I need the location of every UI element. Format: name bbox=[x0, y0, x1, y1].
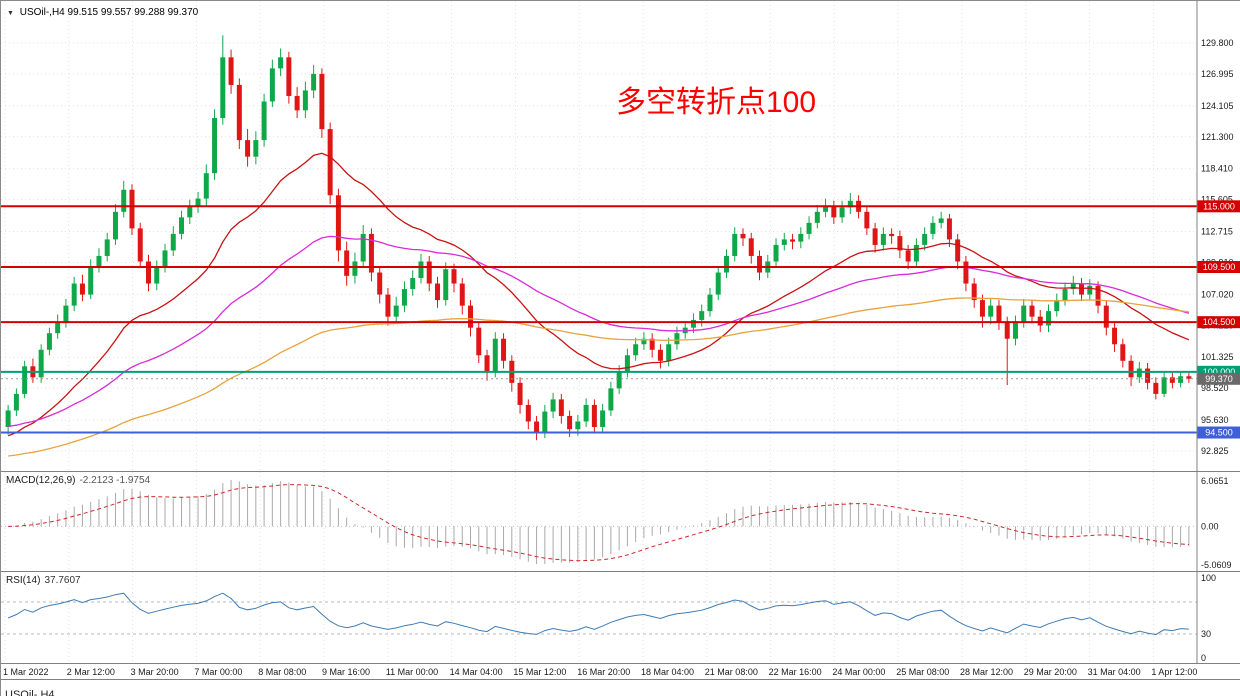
bottom-bar[interactable]: USOil-,H4 bbox=[1, 679, 1240, 696]
macd-histogram bbox=[15, 480, 1190, 564]
time-axis[interactable]: 1 Mar 2022 2 Mar 12:00 3 Mar 20:00 7 Mar 00… bbox=[1, 663, 1240, 679]
ma-medium-line bbox=[8, 235, 1190, 428]
macd-values: -2.2123 -1.9754 bbox=[79, 475, 151, 486]
macd-indicator-label: MACD(12,26,9) bbox=[6, 475, 76, 486]
price-tick-label: 126.995 bbox=[1201, 69, 1234, 79]
main-grid bbox=[1, 1, 1197, 471]
price-tick-label: 129.800 bbox=[1201, 38, 1234, 48]
time-label: 1 Mar 2022 bbox=[3, 667, 49, 677]
svg-text:100.000: 100.000 bbox=[1203, 367, 1236, 377]
time-label: 11 Mar 00:00 bbox=[385, 667, 439, 677]
macd-label-row: MACD(12,26,9) -2.2123 -1.9754 bbox=[6, 475, 150, 486]
macd-signal-line bbox=[8, 484, 1189, 562]
time-label: 16 Mar 20:00 bbox=[577, 667, 631, 677]
price-tick-label: 112.715 bbox=[1201, 227, 1233, 237]
price-tick-label: 95.630 bbox=[1201, 415, 1229, 425]
price-tag: 99.370 bbox=[1197, 372, 1240, 385]
ma-fast-line bbox=[7, 152, 1190, 437]
price-chart-canvas[interactable]: 129.800 126.995 124.105 121.300 118.410 115.6… bbox=[1, 1, 1240, 471]
chart-dropdown-icon[interactable]: ▼ bbox=[7, 10, 14, 17]
rsi-tick-label: 30 bbox=[1201, 629, 1211, 639]
time-label: 24 Mar 00:00 bbox=[832, 667, 886, 677]
time-label: 22 Mar 16:00 bbox=[768, 667, 822, 677]
price-tag: 104.500 bbox=[1197, 316, 1240, 329]
time-label: 31 Mar 04:00 bbox=[1087, 667, 1141, 677]
rsi-indicator-label: RSI(14) bbox=[6, 575, 41, 586]
price-tick-label: 107.020 bbox=[1201, 289, 1234, 299]
price-tick-label: 115.605 bbox=[1201, 195, 1233, 205]
price-tick-label: 101.325 bbox=[1201, 352, 1234, 362]
price-tick-label: 121.300 bbox=[1201, 132, 1234, 142]
macd-tick-label: 0.00 bbox=[1201, 521, 1219, 531]
bottom-bar-text: USOil-,H4 bbox=[5, 689, 55, 696]
price-tag: 94.500 bbox=[1197, 426, 1240, 439]
time-label: 1 Apr 12:00 bbox=[1151, 667, 1198, 677]
macd-canvas[interactable]: 6.0651 0.00 -5.0609 bbox=[1, 472, 1240, 571]
price-tick-label: 118.410 bbox=[1201, 164, 1233, 174]
time-label: 3 Mar 20:00 bbox=[130, 667, 179, 677]
time-label: 9 Mar 16:00 bbox=[322, 667, 371, 677]
price-tag: 115.000 bbox=[1197, 200, 1240, 213]
macd-panel[interactable]: 6.0651 0.00 -5.0609 MACD(12,26,9) -2.2123 -… bbox=[1, 471, 1240, 571]
svg-text:94.500: 94.500 bbox=[1205, 428, 1233, 438]
symbol-timeframe: USOil-,H4 bbox=[19, 7, 65, 18]
svg-text:109.500: 109.500 bbox=[1203, 262, 1236, 272]
symbol-info: ▼ USOil-,H4 99.515 99.557 99.288 99.370 bbox=[7, 7, 198, 18]
main-chart-panel[interactable]: 129.800 126.995 124.105 121.300 118.410 115.6… bbox=[1, 1, 1240, 471]
rsi-line bbox=[7, 592, 1189, 636]
time-label: 28 Mar 12:00 bbox=[960, 667, 1014, 677]
ohlc-quote: 99.515 99.557 99.288 99.370 bbox=[67, 7, 199, 18]
time-label: 8 Mar 08:00 bbox=[258, 667, 307, 677]
price-tick-label: 124.105 bbox=[1201, 101, 1234, 111]
price-tick-label: 92.825 bbox=[1201, 446, 1229, 456]
time-label: 7 Mar 00:00 bbox=[194, 667, 243, 677]
rsi-label-row: RSI(14) 37.7607 bbox=[6, 575, 81, 586]
candlestick-series bbox=[5, 35, 1192, 441]
time-label: 2 Mar 12:00 bbox=[66, 667, 115, 677]
time-label: 25 Mar 08:00 bbox=[896, 667, 950, 677]
time-label: 21 Mar 08:00 bbox=[704, 667, 758, 677]
macd-tick-label: -5.0609 bbox=[1201, 560, 1232, 570]
time-label: 29 Mar 20:00 bbox=[1023, 667, 1077, 677]
price-tick-label: 98.520 bbox=[1201, 383, 1229, 393]
rsi-canvas[interactable]: 100 30 0 bbox=[1, 572, 1240, 663]
time-label: 18 Mar 04:00 bbox=[641, 667, 695, 677]
price-tag: 109.500 bbox=[1197, 261, 1240, 273]
svg-text:115.000: 115.000 bbox=[1203, 201, 1235, 211]
time-label: 15 Mar 12:00 bbox=[513, 667, 567, 677]
rsi-tick-label: 0 bbox=[1201, 653, 1206, 663]
time-label: 14 Mar 04:00 bbox=[449, 667, 503, 677]
chart-annotation-text: 多空转折点100 bbox=[616, 86, 817, 119]
rsi-value: 37.7607 bbox=[44, 575, 81, 586]
svg-text:99.370: 99.370 bbox=[1205, 374, 1233, 384]
rsi-panel[interactable]: 100 30 0 RSI(14) 37.7607 bbox=[1, 571, 1240, 663]
rsi-tick-label: 100 bbox=[1201, 573, 1216, 583]
macd-tick-label: 6.0651 bbox=[1201, 476, 1229, 486]
svg-text:104.500: 104.500 bbox=[1203, 317, 1236, 327]
ma-slow-line bbox=[8, 297, 1189, 457]
